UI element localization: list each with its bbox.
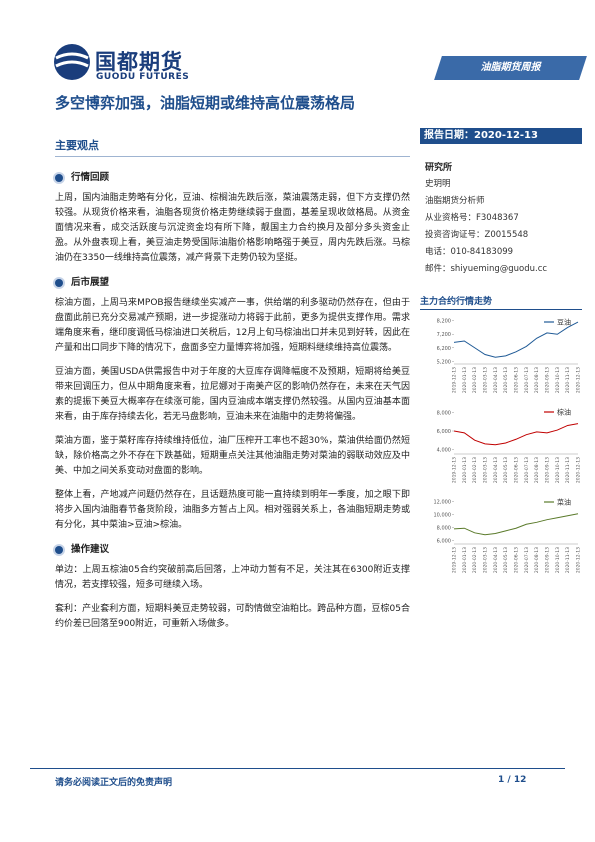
- disclaimer: 请务必阅读正文后的免责声明: [55, 778, 173, 788]
- line: [453, 321, 579, 358]
- heading: 行情回顾: [55, 170, 410, 185]
- y-tick-label: 12,000: [434, 499, 452, 505]
- x-tick-label: 2020-10-13: [555, 457, 561, 483]
- x-tick-label: 2020-11-13: [565, 547, 571, 573]
- paragraph: 上周，国内油脂走势略有分化，豆油、棕榈油先跌后涨，菜油震荡走弱，但下方支撑仍然较…: [55, 193, 410, 263]
- y-tick-label: 5,200: [437, 359, 451, 365]
- section-title: 主要观点: [55, 137, 410, 157]
- line: [453, 423, 579, 446]
- x-tick-label: 2020-01-13: [462, 457, 468, 483]
- report-date: 报告日期：2020-12-13: [420, 128, 582, 144]
- x-tick-label: 2020-01-13: [462, 547, 468, 573]
- legend-label: 棕油: [557, 408, 571, 417]
- x-tick-label: 2020-09-13: [545, 457, 551, 483]
- x-tick-label: 2020-11-13: [565, 457, 571, 483]
- x-tick-label: 2020-05-13: [503, 547, 509, 573]
- y-tick-label: 7,200: [437, 332, 451, 338]
- contact: 史玥明油脂期货分析师从业资格号：F3048367 投资咨询证号：Z0015548 电…: [425, 176, 547, 278]
- x-tick-label: 2020-10-13: [555, 547, 561, 573]
- chart: 6,000 8,000 10,000 12,000 2019-12-13 2020-01-…: [434, 498, 582, 574]
- contact-line: 电话：010-84183099: [425, 247, 514, 257]
- x-tick-label: 2019-12-13: [452, 457, 458, 483]
- x-tick-label: 2020-04-13: [493, 367, 499, 393]
- x-tick-label: 2020-06-13: [514, 547, 520, 573]
- y-tick-label: 6,000: [437, 539, 451, 545]
- contact-line: 史玥明: [425, 179, 451, 189]
- paragraph: 豆油方面，美国USDA供需报告中对于年度的大豆库存调降幅度不及预期，短期将给美豆…: [55, 367, 410, 422]
- x-tick-label: 2020-09-13: [545, 367, 551, 393]
- paragraph: 棕油方面，上周马来MPOB报告继续坐实减产一事，供给端的利多驱动仍然存在，但由于…: [55, 298, 410, 353]
- x-tick-label: 2020-08-13: [534, 367, 540, 393]
- x-tick-label: 2020-02-13: [472, 547, 478, 573]
- x-tick-label: 2020-12-13: [576, 457, 582, 483]
- contact-line: 投资咨询证号：Z0015548: [425, 230, 529, 240]
- y-tick-label: 8,000: [437, 411, 451, 417]
- x-tick-label: 2020-01-13: [462, 367, 468, 393]
- x-tick-label: 2020-07-13: [524, 367, 530, 393]
- legend-label: 菜油: [557, 498, 571, 507]
- x-tick-label: 2020-02-13: [472, 457, 478, 483]
- x-tick-label: 2019-12-13: [452, 367, 458, 393]
- x-tick-label: 2019-12-13: [452, 547, 458, 573]
- y-tick-label: 10,000: [434, 512, 452, 518]
- x-tick-label: 2020-07-13: [524, 457, 530, 483]
- logo-text: 国都期货: [95, 50, 183, 74]
- x-tick-label: 2020-03-13: [483, 457, 489, 483]
- banner: 油脂期货周报: [480, 62, 541, 73]
- chart: 4,000 6,000 8,000 2019-12-13 2020-01-13 2020-…: [437, 408, 582, 484]
- x-tick-label: 2020-12-13: [576, 547, 582, 573]
- contact-line: 邮件：shiyueming@guodu.cc: [425, 264, 548, 274]
- y-tick-label: 6,200: [437, 346, 451, 352]
- contact-line: 油脂期货分析师: [425, 196, 485, 206]
- chart: 5,200 6,200 7,200 8,200 2019-12-13 2020-01-13…: [437, 318, 582, 394]
- x-tick-label: 2020-03-13: [483, 367, 489, 393]
- y-tick-label: 4,000: [437, 447, 451, 453]
- x-tick-label: 2020-08-13: [534, 547, 540, 573]
- footer-line: [30, 768, 565, 769]
- title: 多空博弈加强，油脂短期或维持高位震荡格局: [55, 94, 356, 112]
- x-tick-label: 2020-09-13: [545, 547, 551, 573]
- x-tick-label: 2020-07-13: [524, 547, 530, 573]
- y-tick-label: 8,000: [437, 526, 451, 532]
- x-tick-label: 2020-04-13: [493, 547, 499, 573]
- line: [453, 513, 579, 536]
- page-number: 1 / 12: [498, 775, 527, 785]
- x-tick-label: 2020-04-13: [493, 457, 499, 483]
- x-tick-label: 2020-02-13: [472, 367, 478, 393]
- x-tick-label: 2020-05-13: [503, 457, 509, 483]
- y-tick-label: 6,000: [437, 429, 451, 435]
- main-text: 行情回顾上周，国内油脂走势略有分化，豆油、棕榈油先跌后涨，菜油震荡走弱，但下方支…: [55, 164, 410, 641]
- x-tick-label: 2020-06-13: [514, 367, 520, 393]
- legend-label: 豆油: [557, 318, 571, 327]
- charts-title: 主力合约行情走势: [420, 294, 582, 310]
- logo-subtext: GUODU FUTURES: [96, 72, 190, 82]
- paragraph: 菜油方面，鉴于菜籽库存持续维持低位，油厂压榨开工率也不超30%，菜油供给面仍然短…: [55, 436, 410, 476]
- x-tick-label: 2020-05-13: [503, 367, 509, 393]
- paragraph: 整体上看，产地减产问题仍然存在，且话题热度可能一直持续到明年一季度，加之眼下即将…: [55, 490, 410, 530]
- paragraph: 单边：上周五棕油05合约突破前高后回落，上冲动力暂有不足，关注其在6300附近支…: [55, 565, 410, 590]
- x-tick-label: 2020-12-13: [576, 367, 582, 393]
- institute: 研究所: [425, 163, 453, 173]
- x-tick-label: 2020-11-13: [565, 367, 571, 393]
- heading: 后市展望: [55, 275, 410, 290]
- x-tick-label: 2020-06-13: [514, 457, 520, 483]
- paragraph: 套利：产业套利方面，短期料美豆走势较弱，可酌情做空油粕比。跨品种方面，豆棕05合…: [55, 604, 410, 629]
- contact-line: 从业资格号：F3048367: [425, 213, 519, 223]
- x-tick-label: 2020-10-13: [555, 367, 561, 393]
- x-tick-label: 2020-08-13: [534, 457, 540, 483]
- heading: 操作建议: [55, 542, 410, 557]
- x-tick-label: 2020-03-13: [483, 547, 489, 573]
- logo-icon: [54, 44, 90, 80]
- y-tick-label: 8,200: [437, 319, 451, 325]
